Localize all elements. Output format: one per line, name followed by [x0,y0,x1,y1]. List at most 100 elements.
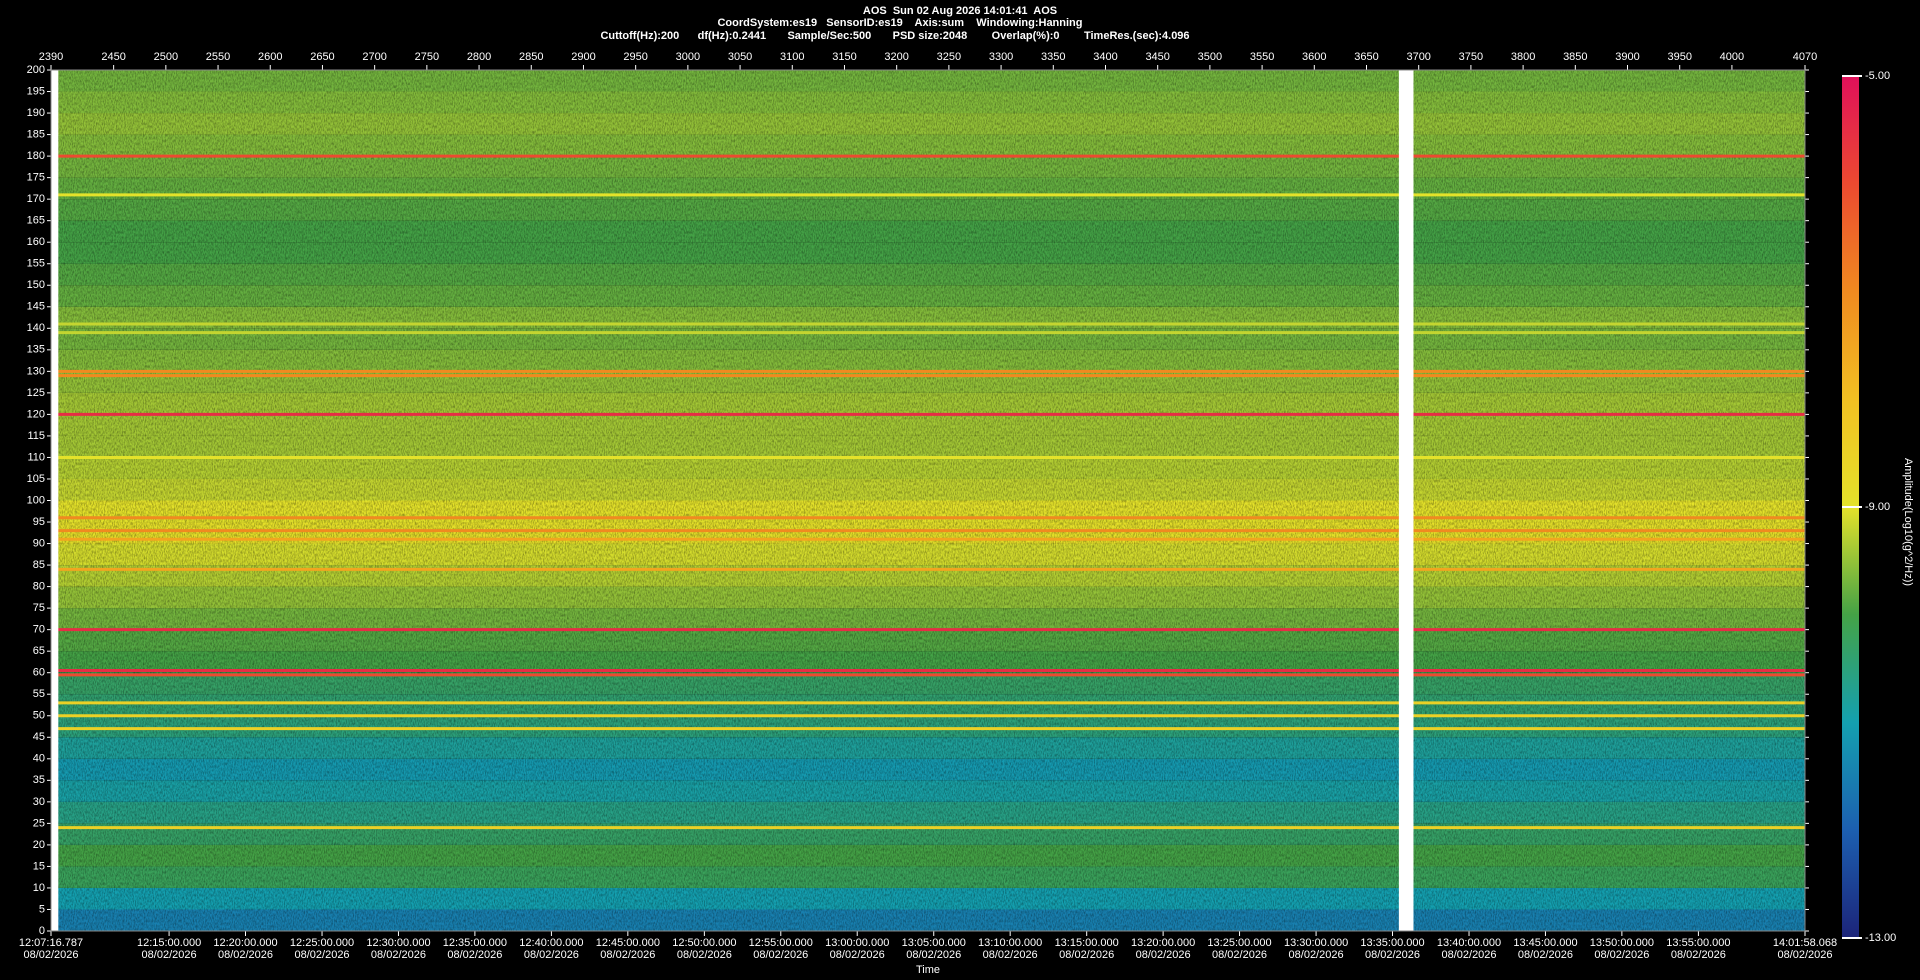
x-tick-label: 2700 [362,51,386,63]
y-tick-label: 50 [33,710,45,722]
y-tick-label: 85 [33,559,45,571]
x2-tick-label: 12:35:00.000 [443,937,507,949]
x2-tick-date: 08/02/2026 [677,949,732,961]
x2-tick-label: 13:30:00.000 [1284,937,1348,949]
x-tick-label: 3650 [1354,51,1378,63]
x2-tick-date: 08/02/2026 [1136,949,1191,961]
x2-tick-date: 08/02/2026 [1289,949,1344,961]
y-tick-label: 45 [33,731,45,743]
x-tick-label: 3000 [676,51,700,63]
x-tick-label: 3900 [1615,51,1639,63]
y-tick-label: 0 [39,925,45,937]
x2-tick-label: 13:35:00.000 [1360,937,1424,949]
x2-tick-label: 12:55:00.000 [749,937,813,949]
y-tick-label: 70 [33,624,45,636]
y-tick-label: 110 [27,451,45,463]
x-tick-label: 2500 [154,51,178,63]
y-tick-label: 185 [27,128,45,140]
x2-tick-label: 12:07:16.787 [19,937,83,949]
x-tick-label: 2900 [571,51,595,63]
x2-tick-label: 12:50:00.000 [672,937,736,949]
y-tick-label: 130 [27,365,45,377]
x-tick-label: 2950 [623,51,647,63]
x2-tick-label: 13:40:00.000 [1437,937,1501,949]
x2-tick-date: 08/02/2026 [295,949,350,961]
y-tick-label: 30 [33,796,45,808]
x2-tick-date: 08/02/2026 [1594,949,1649,961]
x2-tick-date: 08/02/2026 [1518,949,1573,961]
chart-subtitle: CoordSystem:es19 SensorID:es19 Axis:sum … [717,17,1082,29]
x2-tick-date: 08/02/2026 [600,949,655,961]
x-axis-label: Time [916,964,940,976]
y-tick-label: 5 [39,903,45,915]
colorbar-label: Amplitude(Log10(g^2/Hz)) [1902,458,1914,586]
data-gap [1398,70,1414,931]
x2-tick-date: 08/02/2026 [371,949,426,961]
y-tick-label: 95 [33,516,45,528]
y-tick-label: 160 [27,236,45,248]
x-tick-label: 3350 [1041,51,1065,63]
x-tick-label: 2850 [519,51,543,63]
x-tick-label: 3800 [1511,51,1535,63]
x2-tick-label: 13:45:00.000 [1513,937,1577,949]
x2-tick-date: 08/02/2026 [830,949,885,961]
x-tick-label: 3400 [1093,51,1117,63]
y-tick-label: 40 [33,753,45,765]
x2-tick-date: 08/02/2026 [142,949,197,961]
data-gap [51,70,59,931]
noise-texture [51,70,1805,931]
chart-subtitle: Cuttoff(Hz):200 df(Hz):0.2441 Sample/Sec… [600,30,1189,42]
x-tick-label: 3150 [832,51,856,63]
x2-tick-date: 08/02/2026 [447,949,502,961]
x2-tick-label: 12:20:00.000 [213,937,277,949]
x2-tick-date: 08/02/2026 [1671,949,1726,961]
x2-tick-label: 12:25:00.000 [290,937,354,949]
x2-tick-label: 13:10:00.000 [978,937,1042,949]
colorbar-tick-label: -5.00 [1865,70,1890,82]
y-tick-label: 65 [33,645,45,657]
x-tick-label: 4070 [1793,51,1817,63]
x2-tick-label: 12:45:00.000 [596,937,660,949]
y-tick-label: 200 [27,64,45,76]
x-tick-label: 3200 [884,51,908,63]
y-tick-label: 35 [33,774,45,786]
colorbar-tick-label: -13.00 [1865,932,1896,944]
x2-tick-date: 08/02/2026 [1365,949,1420,961]
y-tick-label: 80 [33,581,45,593]
y-tick-label: 140 [27,322,45,334]
x-tick-label: 3250 [937,51,961,63]
y-tick-label: 90 [33,537,45,549]
y-tick-label: 190 [27,107,45,119]
y-tick-label: 165 [27,215,45,227]
y-tick-label: 125 [27,387,45,399]
x-tick-label: 4000 [1720,51,1744,63]
y-tick-label: 135 [27,344,45,356]
x2-tick-label: 12:40:00.000 [519,937,583,949]
x2-tick-date: 08/02/2026 [906,949,961,961]
x2-tick-date: 08/02/2026 [524,949,579,961]
y-tick-label: 75 [33,602,45,614]
x2-tick-date: 08/02/2026 [1777,949,1832,961]
x2-tick-date: 08/02/2026 [753,949,808,961]
x2-tick-label: 13:25:00.000 [1207,937,1271,949]
y-tick-label: 195 [27,85,45,97]
y-tick-label: 170 [27,193,45,205]
plot-area [51,70,1805,931]
x-tick-label: 2750 [415,51,439,63]
x-tick-label: 3450 [1145,51,1169,63]
x-tick-label: 2650 [310,51,334,63]
colorbar-tick-label: -9.00 [1865,501,1890,513]
y-tick-label: 105 [27,473,45,485]
x2-tick-label: 13:05:00.000 [902,937,966,949]
y-tick-label: 175 [27,172,45,184]
x-tick-label: 3950 [1667,51,1691,63]
x2-tick-date: 08/02/2026 [983,949,1038,961]
chart-title: AOS Sun 02 Aug 2026 14:01:41 AOS [863,5,1057,17]
y-tick-label: 25 [33,817,45,829]
y-tick-label: 180 [27,150,45,162]
x2-tick-date: 08/02/2026 [1441,949,1496,961]
y-tick-label: 15 [33,860,45,872]
y-tick-label: 20 [33,839,45,851]
x2-tick-date: 08/02/2026 [218,949,273,961]
